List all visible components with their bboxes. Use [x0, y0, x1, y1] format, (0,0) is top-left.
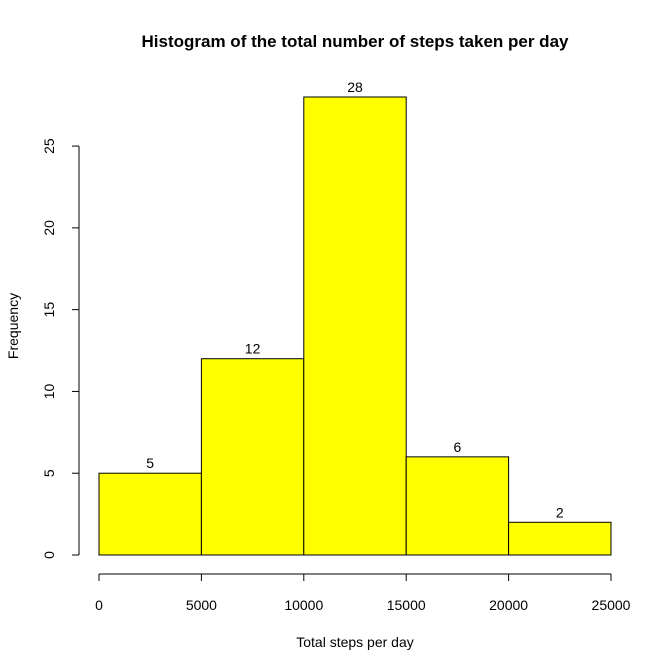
histogram-bar [303, 96, 407, 556]
y-axis-label: Frequency [5, 293, 21, 359]
x-tick-label: 0 [95, 597, 103, 613]
histogram-bar [98, 472, 202, 556]
data-labels-layer: 5 12 28 6 2 [146, 79, 564, 520]
x-tick-label: 10000 [284, 597, 323, 613]
histogram-bar [200, 358, 305, 556]
y-tick-label: 10 [41, 383, 57, 399]
data-label: 5 [146, 455, 154, 471]
y-tick-label: 25 [41, 138, 57, 154]
y-tick-label: 5 [41, 469, 57, 477]
data-label: 28 [347, 79, 363, 95]
histogram-bar [405, 456, 510, 556]
data-label: 2 [556, 504, 564, 520]
x-tick-label: 5000 [186, 597, 217, 613]
y-tick-label: 0 [41, 551, 57, 559]
x-axis: 0 5000 10000 15000 20000 25000 [95, 573, 631, 613]
x-tick-label: 20000 [489, 597, 528, 613]
y-axis: 0 5 10 15 20 25 [41, 138, 80, 559]
x-tick-label: 25000 [592, 597, 631, 613]
y-tick-label: 20 [41, 220, 57, 236]
data-label: 12 [245, 341, 261, 357]
data-label: 6 [454, 439, 462, 455]
y-tick-label: 15 [41, 302, 57, 318]
x-tick-label: 15000 [387, 597, 426, 613]
bars-layer [98, 96, 612, 556]
histogram-bar [508, 521, 612, 556]
x-axis-label: Total steps per day [296, 634, 414, 650]
chart-title: Histogram of the total number of steps t… [142, 32, 570, 51]
